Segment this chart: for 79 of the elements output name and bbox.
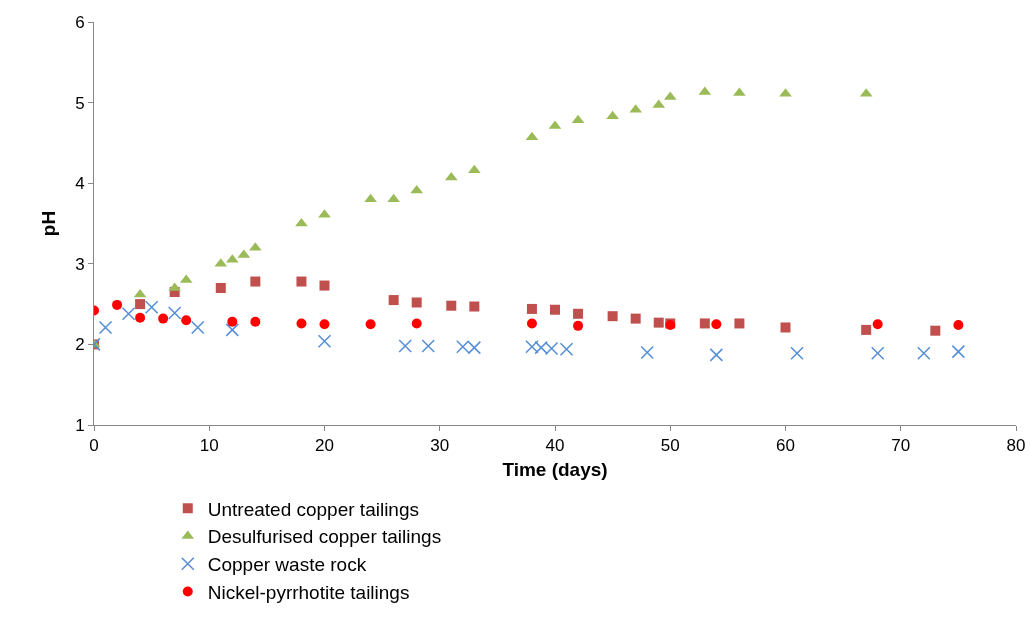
point	[296, 276, 307, 287]
point	[225, 323, 240, 337]
point	[734, 318, 745, 329]
point	[319, 280, 330, 291]
legend-label: Nickel-pyrrhotite tailings	[207, 581, 410, 603]
x-tick-label: 20	[315, 436, 334, 456]
point	[606, 110, 619, 120]
point	[135, 312, 146, 323]
point	[872, 319, 883, 330]
y-tick-label: 6	[75, 12, 85, 32]
point	[227, 316, 238, 327]
point	[388, 295, 399, 306]
point	[112, 299, 123, 310]
point	[98, 320, 113, 335]
y-tick-label: 5	[75, 93, 85, 113]
legend-label: Copper waste rock	[207, 554, 367, 576]
point	[190, 320, 205, 335]
point	[790, 346, 804, 361]
point	[319, 319, 330, 330]
legend-label: Desulfurised copper tailings	[207, 526, 442, 548]
point	[364, 193, 377, 203]
point	[250, 316, 261, 327]
point	[550, 304, 560, 315]
point	[711, 319, 722, 330]
point	[421, 339, 435, 353]
point	[917, 346, 931, 361]
y-axis-title: pH	[37, 210, 59, 237]
point	[215, 282, 226, 293]
point	[446, 300, 457, 311]
point	[365, 319, 376, 330]
point	[398, 339, 412, 353]
point	[158, 313, 169, 324]
point	[780, 322, 791, 333]
point	[317, 334, 332, 348]
point	[930, 325, 941, 336]
x-tick-label: 30	[430, 436, 450, 456]
point	[135, 299, 146, 310]
point	[133, 288, 147, 298]
point	[144, 300, 159, 315]
point	[181, 315, 192, 326]
point	[526, 318, 537, 329]
point	[573, 320, 584, 331]
point	[607, 311, 618, 322]
point	[387, 193, 400, 203]
point	[167, 306, 182, 320]
x-tick-label: 10	[199, 436, 219, 456]
point	[573, 308, 584, 319]
point	[699, 318, 710, 329]
point	[296, 318, 307, 329]
y-tick-label: 4	[75, 174, 85, 194]
x-tick-label: 50	[660, 436, 680, 456]
x-tick-label: 0	[89, 436, 99, 456]
point	[571, 114, 585, 124]
point	[410, 184, 424, 194]
point	[467, 164, 481, 174]
point	[250, 276, 261, 287]
point	[861, 324, 872, 335]
y-tick-label: 3	[75, 254, 85, 274]
point	[951, 344, 966, 359]
x-tick-label: 40	[545, 436, 565, 456]
point	[525, 131, 539, 141]
point	[411, 297, 422, 308]
point	[411, 318, 422, 329]
point	[870, 346, 885, 361]
y-tick-label: 1	[75, 415, 85, 435]
point	[469, 301, 480, 312]
x-tick-label: 60	[776, 436, 795, 456]
x-axis-title: Time (days)	[502, 459, 608, 481]
x-tick-label: 70	[891, 436, 911, 456]
point	[953, 320, 964, 331]
point	[640, 345, 654, 360]
point	[653, 317, 664, 328]
x-tick-label: 80	[1006, 436, 1026, 456]
point	[121, 307, 136, 321]
y-tick-label: 2	[75, 335, 85, 355]
legend-label: Untreated copper tailings	[207, 498, 420, 520]
point	[709, 348, 724, 362]
point	[526, 303, 537, 314]
point	[630, 313, 641, 324]
